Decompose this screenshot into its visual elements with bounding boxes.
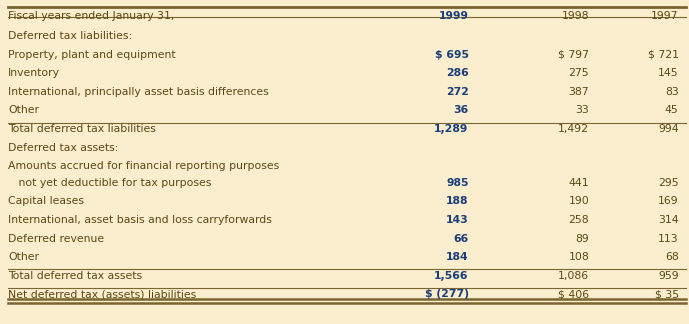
Text: International, principally asset basis differences: International, principally asset basis d…	[8, 87, 269, 97]
Text: Property, plant and equipment: Property, plant and equipment	[8, 50, 176, 60]
Text: 83: 83	[665, 87, 679, 97]
Text: 985: 985	[446, 178, 469, 188]
Text: Deferred tax assets:: Deferred tax assets:	[8, 143, 119, 153]
Text: 33: 33	[575, 105, 589, 115]
Text: 143: 143	[446, 215, 469, 225]
Text: Deferred revenue: Deferred revenue	[8, 234, 105, 244]
Text: 959: 959	[658, 271, 679, 281]
Text: 89: 89	[575, 234, 589, 244]
Text: Inventory: Inventory	[8, 68, 60, 78]
Text: 314: 314	[658, 215, 679, 225]
Text: not yet deductible for tax purposes: not yet deductible for tax purposes	[8, 178, 212, 188]
Text: 1999: 1999	[438, 11, 469, 21]
Text: Total deferred tax liabilities: Total deferred tax liabilities	[8, 124, 156, 134]
Text: Capital leases: Capital leases	[8, 196, 84, 206]
Text: 1,566: 1,566	[434, 271, 469, 281]
Text: Net deferred tax (assets) liabilities: Net deferred tax (assets) liabilities	[8, 289, 196, 299]
Text: $ (277): $ (277)	[424, 289, 469, 299]
Text: 45: 45	[665, 105, 679, 115]
Text: 286: 286	[446, 68, 469, 78]
Text: 190: 190	[568, 196, 589, 206]
Text: 169: 169	[658, 196, 679, 206]
Text: 275: 275	[568, 68, 589, 78]
Text: Other: Other	[8, 252, 39, 262]
Text: $ 35: $ 35	[655, 289, 679, 299]
Text: 1,086: 1,086	[558, 271, 589, 281]
Text: 1997: 1997	[651, 11, 679, 21]
Text: International, asset basis and loss carryforwards: International, asset basis and loss carr…	[8, 215, 272, 225]
Text: 1,492: 1,492	[558, 124, 589, 134]
Text: $ 797: $ 797	[558, 50, 589, 60]
Text: 258: 258	[568, 215, 589, 225]
Text: 1,289: 1,289	[434, 124, 469, 134]
Text: 108: 108	[568, 252, 589, 262]
Text: Fiscal years ended January 31,: Fiscal years ended January 31,	[8, 11, 174, 21]
Text: 272: 272	[446, 87, 469, 97]
Text: 68: 68	[665, 252, 679, 262]
Text: 295: 295	[658, 178, 679, 188]
Text: 66: 66	[453, 234, 469, 244]
Text: Amounts accrued for financial reporting purposes: Amounts accrued for financial reporting …	[8, 161, 280, 171]
Text: Total deferred tax assets: Total deferred tax assets	[8, 271, 143, 281]
Text: 145: 145	[658, 68, 679, 78]
Text: 113: 113	[658, 234, 679, 244]
Text: 387: 387	[568, 87, 589, 97]
Text: $ 695: $ 695	[435, 50, 469, 60]
Text: 184: 184	[446, 252, 469, 262]
Text: 1998: 1998	[562, 11, 589, 21]
Text: $ 721: $ 721	[648, 50, 679, 60]
Text: 188: 188	[446, 196, 469, 206]
Text: $ 406: $ 406	[558, 289, 589, 299]
Text: 441: 441	[568, 178, 589, 188]
Text: 36: 36	[453, 105, 469, 115]
Text: Deferred tax liabilities:: Deferred tax liabilities:	[8, 31, 132, 41]
Text: 994: 994	[658, 124, 679, 134]
Text: Other: Other	[8, 105, 39, 115]
